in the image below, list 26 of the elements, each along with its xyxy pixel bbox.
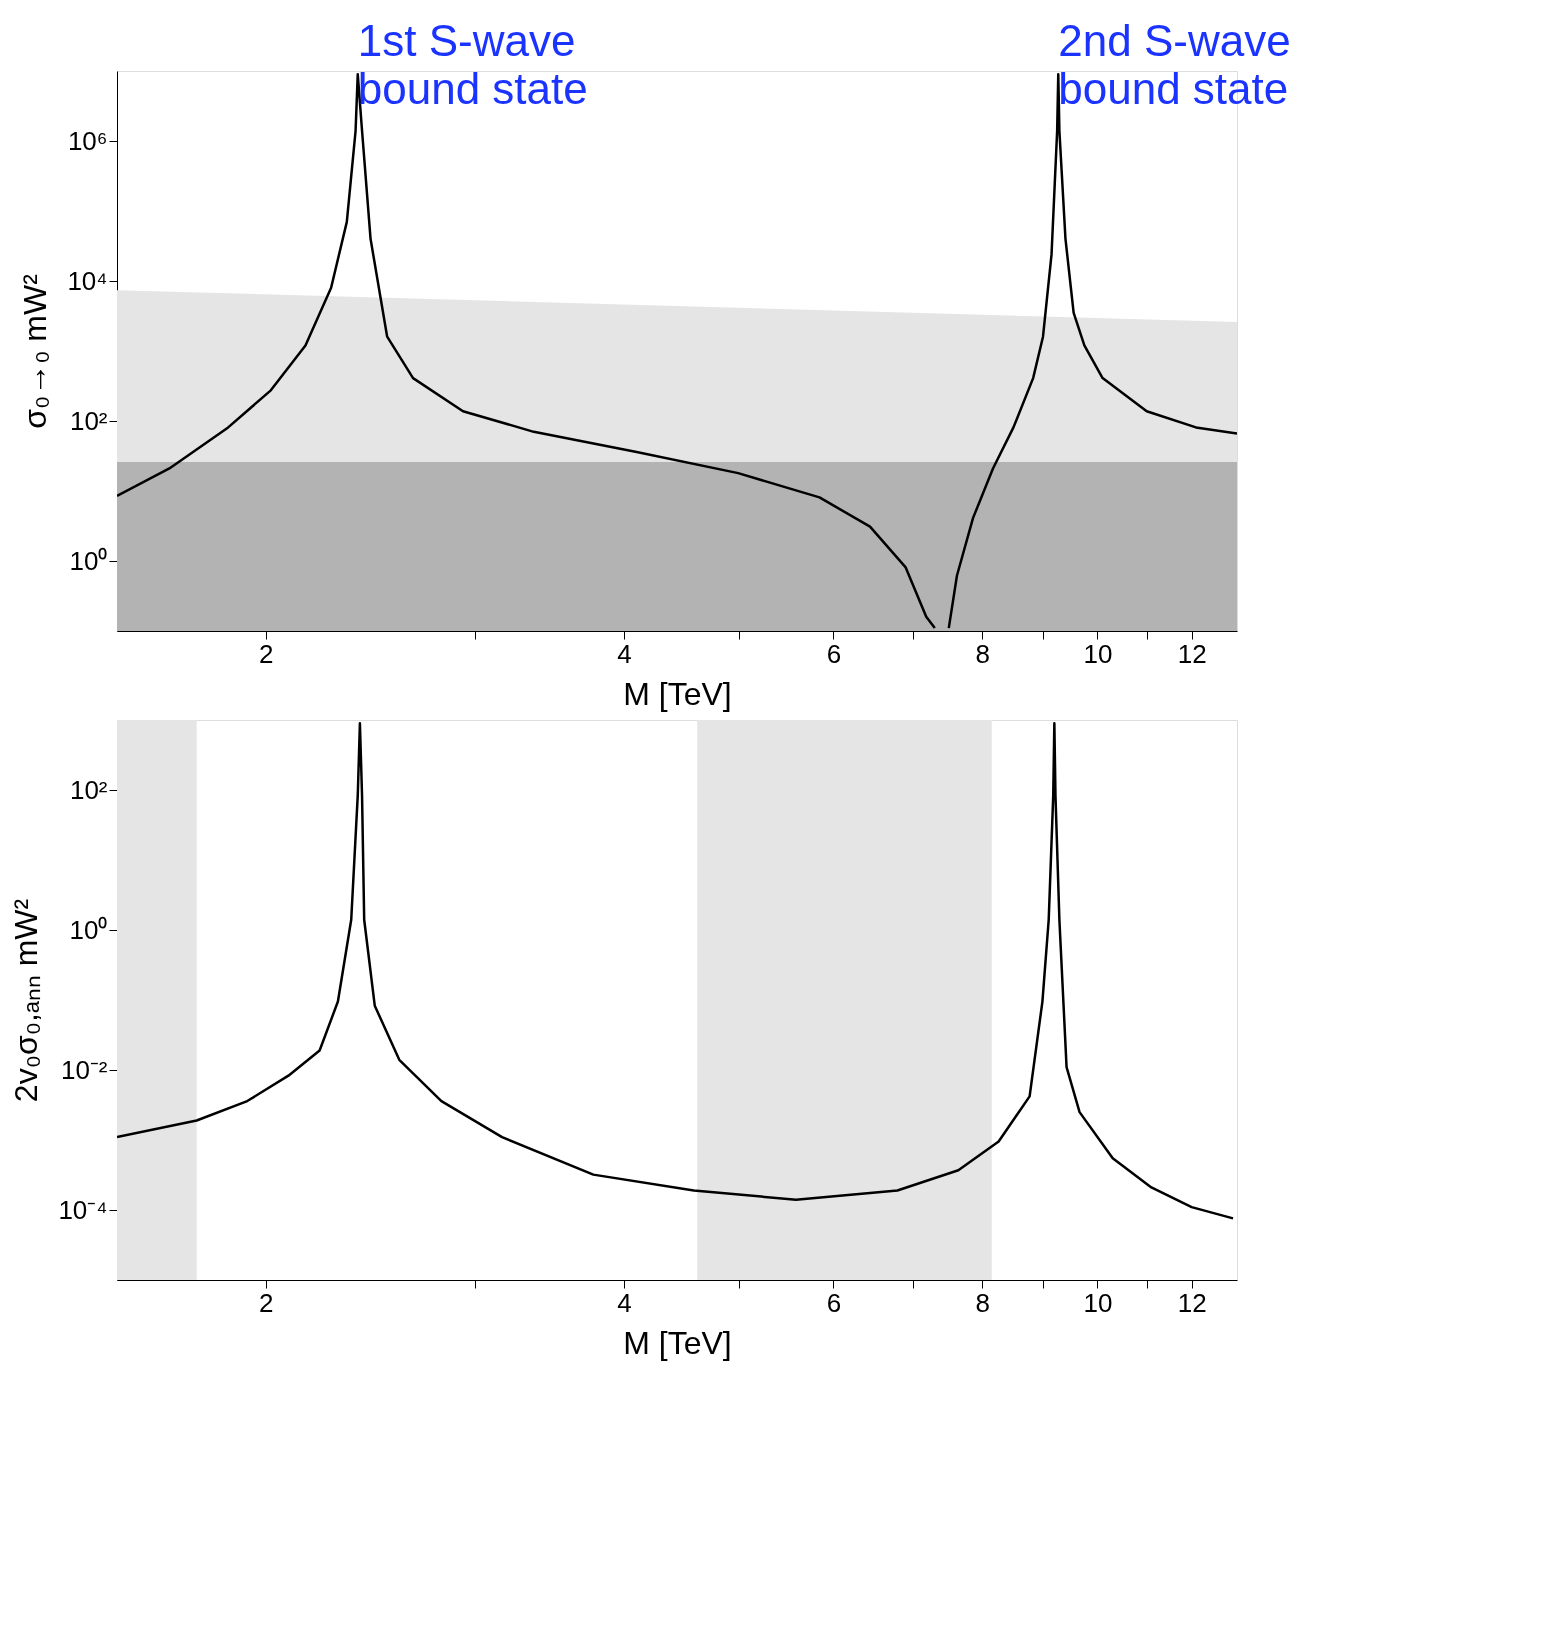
y-tick-label: 10⁴ — [67, 265, 108, 296]
x-tick-label: 4 — [617, 638, 632, 669]
y-tick-label: 10⁰ — [69, 545, 108, 576]
y-tick-label: 10² — [69, 774, 108, 805]
x-tick-label: 8 — [975, 638, 990, 669]
x-tick-label: 12 — [1177, 1287, 1207, 1318]
x-tick-label: 2 — [258, 638, 274, 669]
y-tick-label: 10² — [69, 405, 108, 436]
y-axis-title: σ₀→₀ mW² — [17, 273, 54, 429]
annotation: 1st S-wave bound state — [357, 16, 588, 113]
y-tick-label: 10⁰ — [69, 914, 108, 945]
x-tick-label: 6 — [826, 638, 842, 669]
annotation: 2nd S-wave bound state — [1058, 16, 1291, 113]
y-tick-label: 10⁶ — [67, 125, 108, 156]
x-tick-label: 10 — [1083, 638, 1113, 669]
x-tick-label: 4 — [617, 1287, 632, 1318]
y-axis-title: 2v₀σ₀,ₐₙₙ mW² — [8, 898, 45, 1103]
x-tick-label: 8 — [975, 1287, 990, 1318]
x-axis-title: M [TeV] — [623, 675, 732, 712]
x-tick-label: 6 — [826, 1287, 842, 1318]
y-tick-label: 10⁻² — [60, 1054, 108, 1085]
x-tick-label: 12 — [1177, 638, 1207, 669]
x-tick-label: 10 — [1083, 1287, 1113, 1318]
x-axis-title: M [TeV] — [623, 1324, 732, 1361]
x-tick-label: 2 — [258, 1287, 274, 1318]
y-tick-label: 10⁻⁴ — [58, 1194, 108, 1225]
